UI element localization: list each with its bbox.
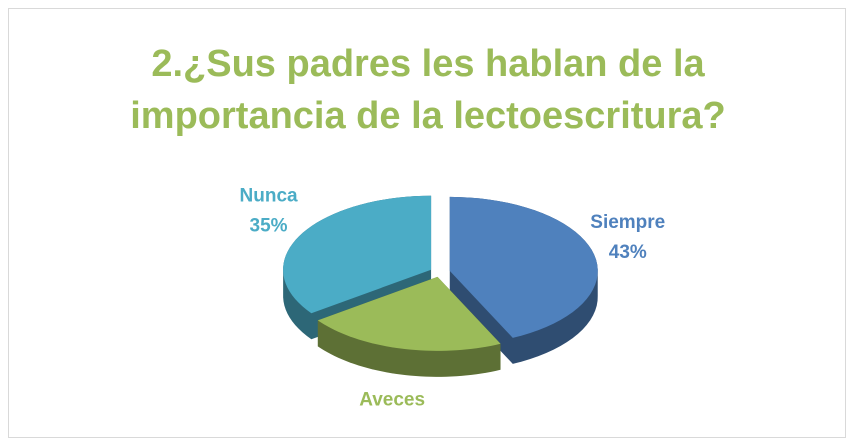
slice-label: Nunca — [240, 186, 299, 207]
chart-title: 2.¿Sus padres les hablan de la importanc… — [130, 43, 726, 137]
page: 2.¿Sus padres les hablan de la importanc… — [8, 8, 846, 438]
pie-slice — [449, 196, 598, 338]
pie-slice — [283, 195, 432, 314]
pie-slice — [317, 276, 501, 351]
slice-value-label: 43% — [609, 242, 647, 263]
pie — [283, 195, 598, 377]
slice-label: Aveces — [359, 390, 425, 411]
slice-value-label: 35% — [250, 216, 288, 237]
slice-label: Siempre — [590, 212, 665, 233]
